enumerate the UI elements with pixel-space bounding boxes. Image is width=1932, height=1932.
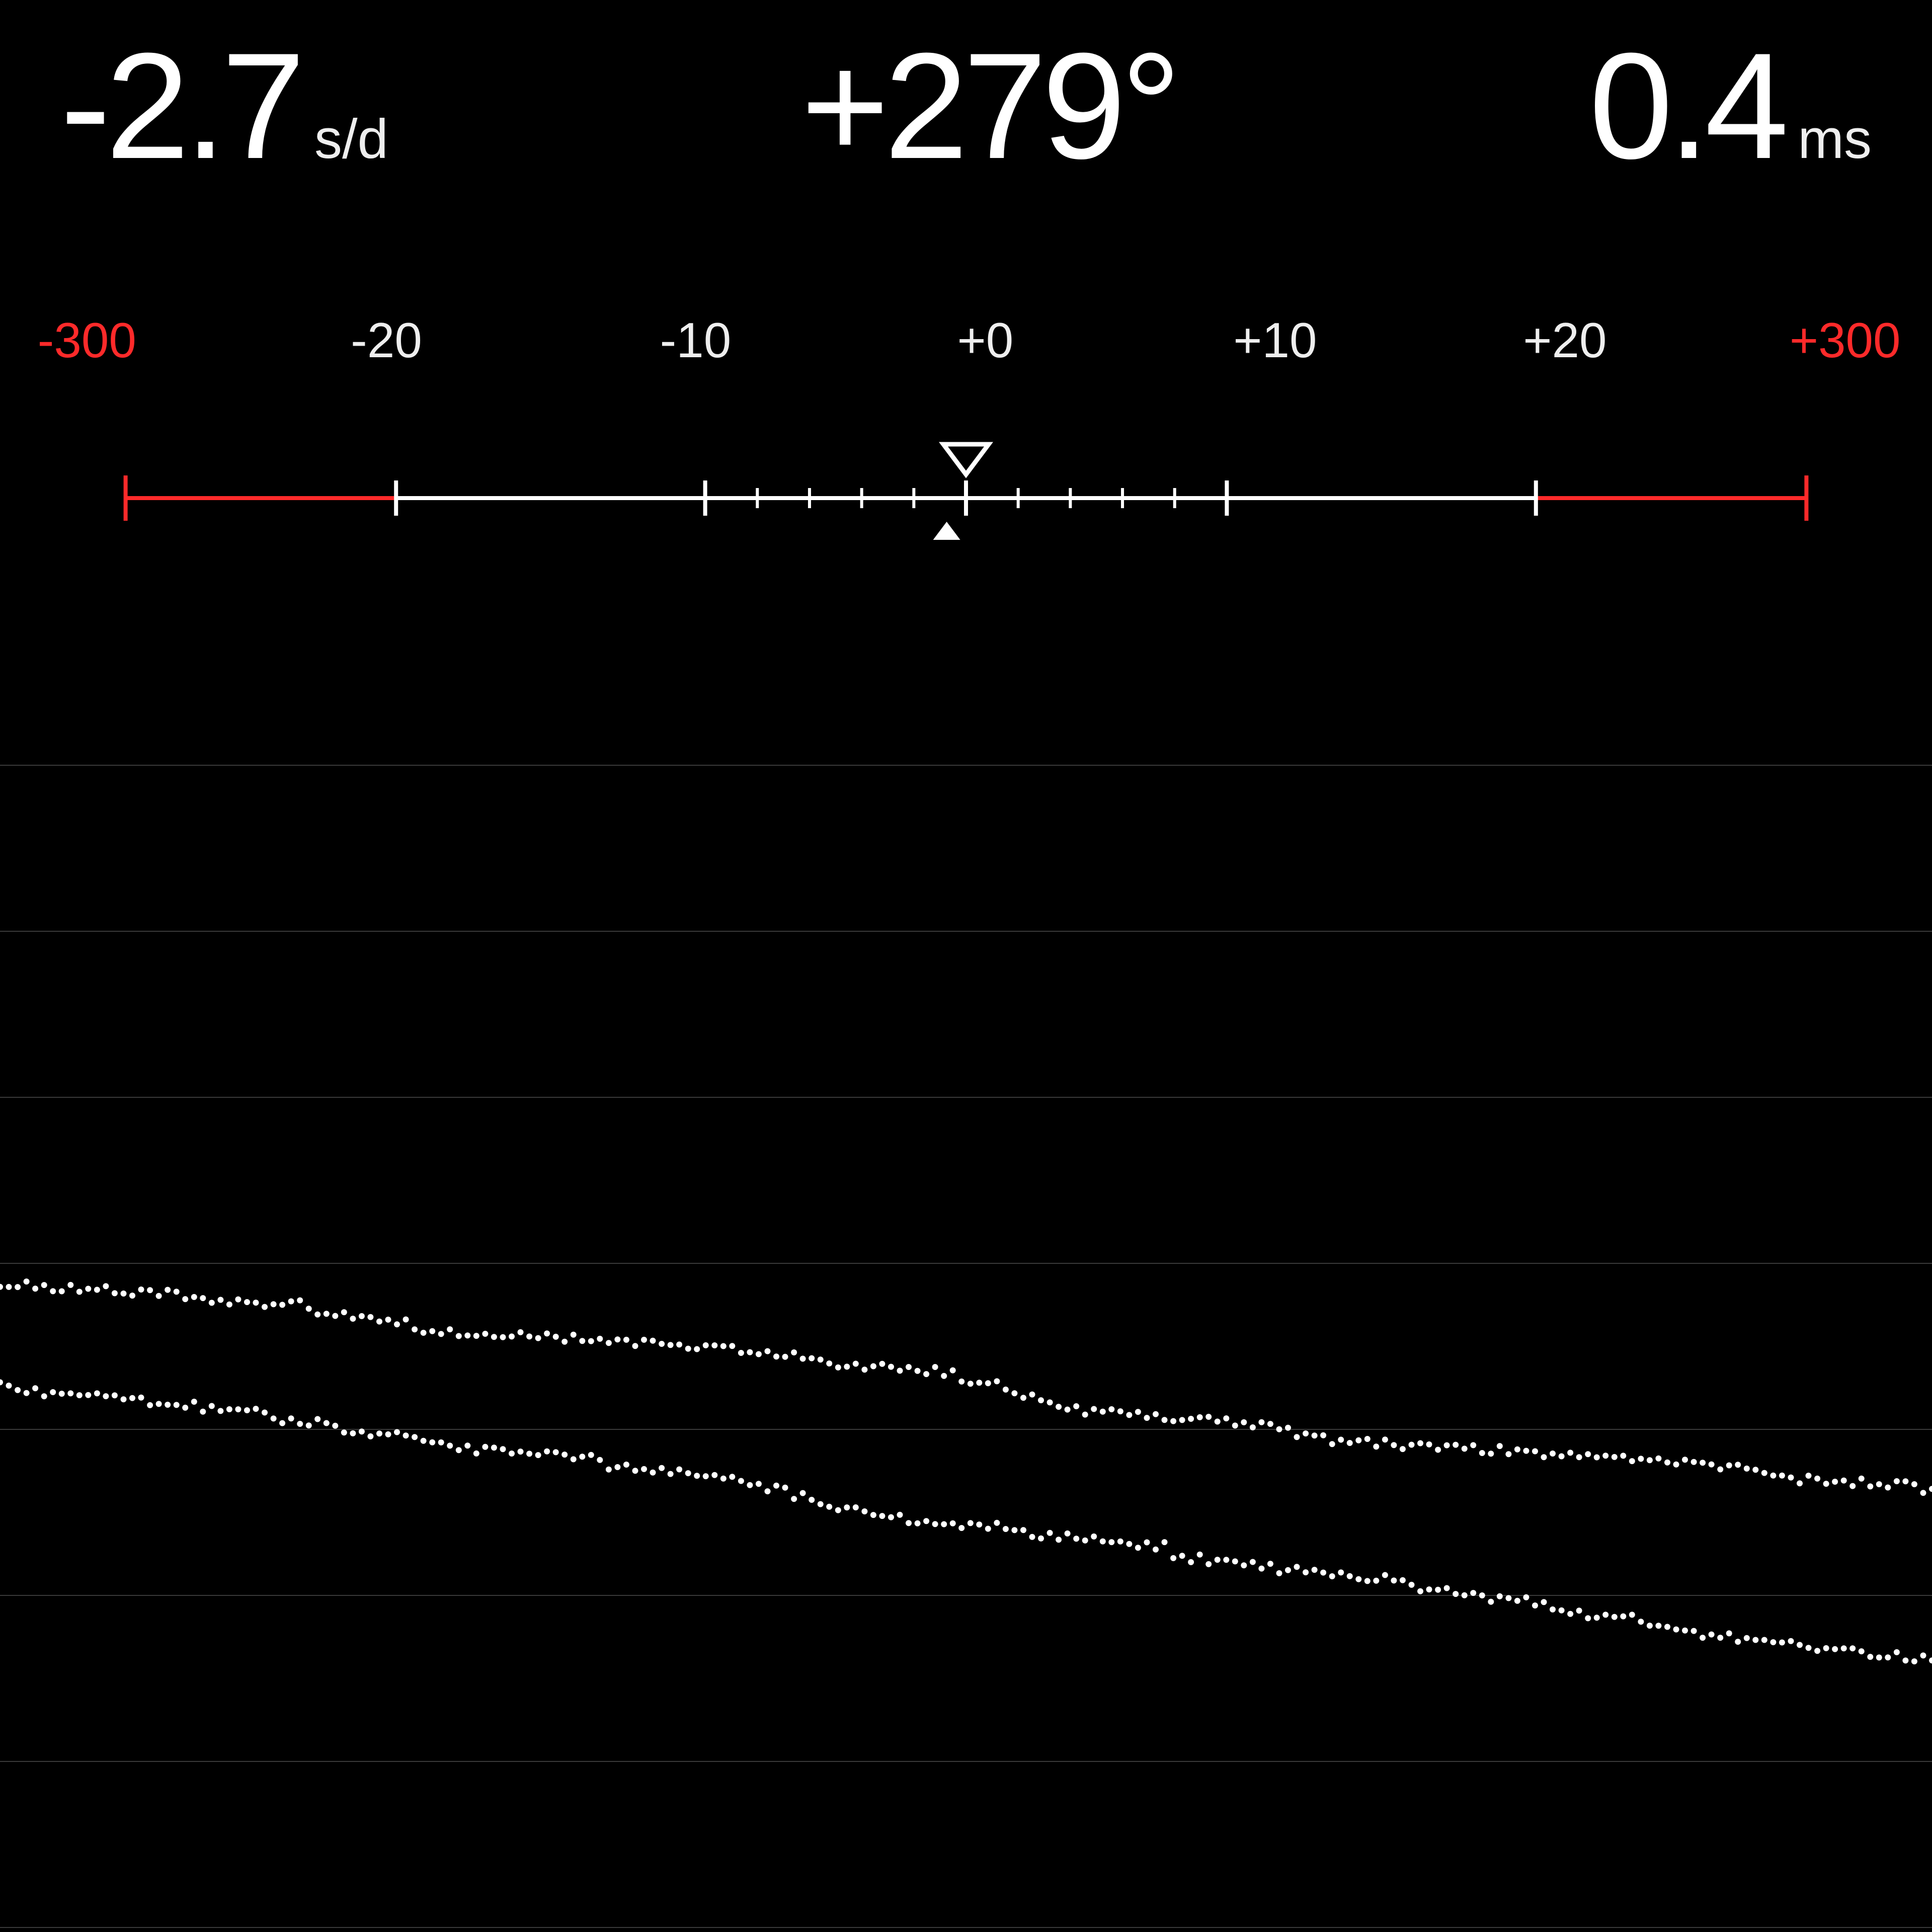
scale-label: +300 <box>1790 312 1901 369</box>
scale-label: -300 <box>38 312 136 369</box>
rate-scale <box>0 413 1932 594</box>
scale-label: -10 <box>660 312 732 369</box>
beat-angle-readout: +279° <box>801 30 1176 181</box>
readouts-row: -2.7 s/d +279° 0.4 ms <box>0 30 1932 221</box>
timing-trace <box>0 765 1932 1932</box>
rate-unit: s/d <box>314 112 388 167</box>
scale-label: +10 <box>1233 312 1317 369</box>
beat-angle-value: +279° <box>801 30 1176 181</box>
scale-label: -20 <box>351 312 422 369</box>
beat-error-unit: ms <box>1798 112 1872 167</box>
beat-error-value: 0.4 <box>1589 30 1784 181</box>
target-marker-icon <box>943 444 989 474</box>
rate-readout: -2.7 s/d <box>60 30 388 181</box>
rate-scale-svg <box>0 413 1932 594</box>
rate-value: -2.7 <box>60 30 300 181</box>
timing-trace-area <box>0 765 1932 1932</box>
beat-error-readout: 0.4 ms <box>1589 30 1872 181</box>
scale-label: +0 <box>957 312 1014 369</box>
pointer-marker-icon <box>933 522 960 540</box>
scale-label: +20 <box>1523 312 1606 369</box>
